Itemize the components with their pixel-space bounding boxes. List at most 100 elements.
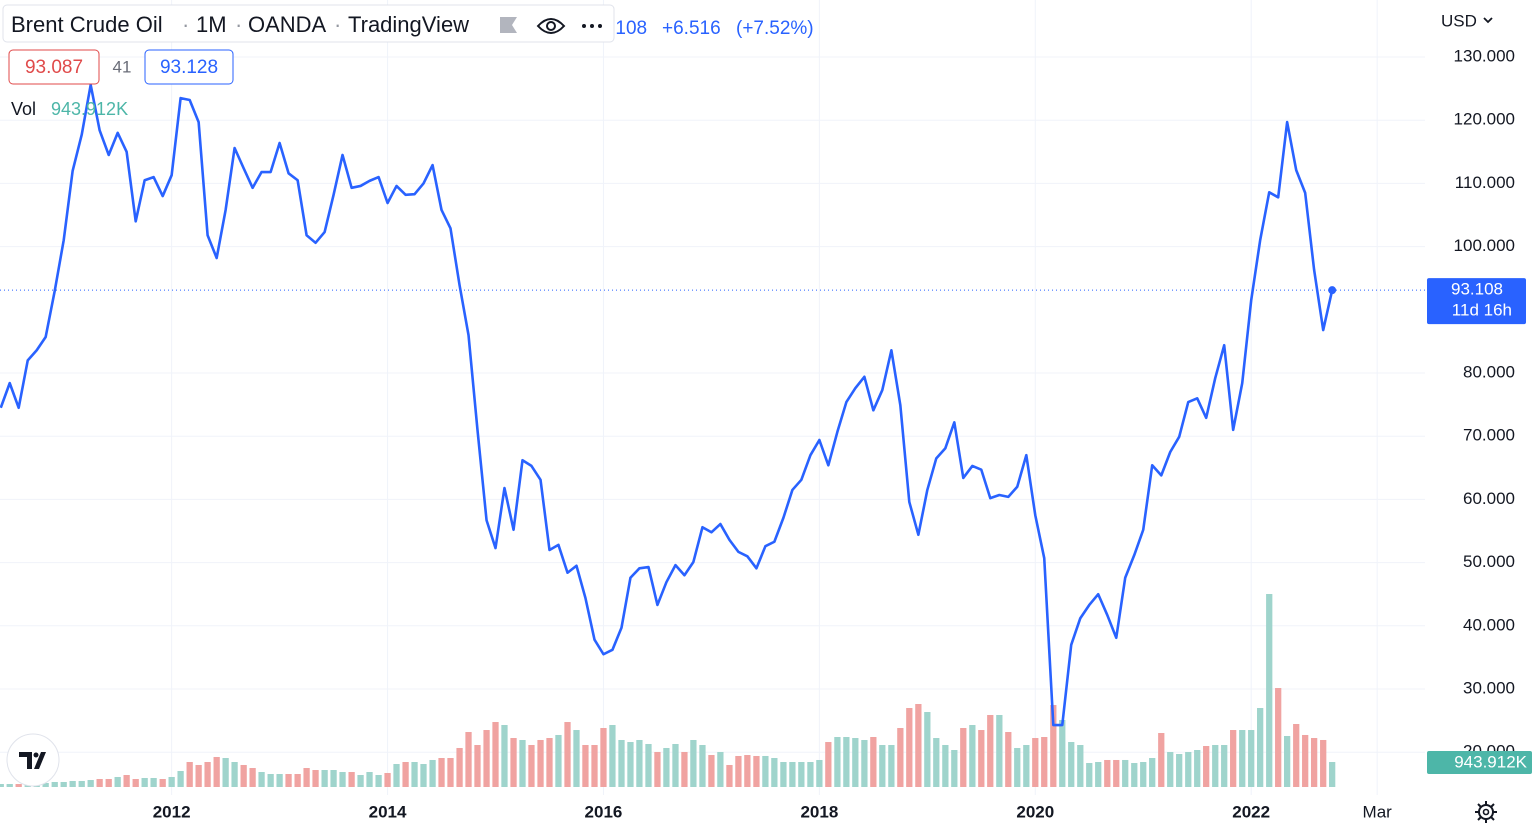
volume-tag-value: 943.912K bbox=[1454, 752, 1527, 771]
y-tick-label: 120.000 bbox=[1454, 110, 1515, 129]
ask-box[interactable] bbox=[144, 49, 234, 85]
volume-bar bbox=[1176, 754, 1183, 787]
volume-bar bbox=[1194, 750, 1201, 787]
volume-bar bbox=[105, 779, 112, 787]
more-icon[interactable] bbox=[582, 24, 602, 28]
volume-bar bbox=[96, 779, 103, 787]
volume-bar bbox=[1320, 739, 1327, 787]
logo-dot bbox=[33, 752, 39, 758]
volume-bar bbox=[690, 739, 697, 787]
volume-pane bbox=[0, 594, 1336, 787]
volume-bar bbox=[537, 739, 544, 787]
change: +6.516 bbox=[662, 18, 721, 39]
volume-bar bbox=[267, 773, 274, 787]
volume-bar bbox=[573, 730, 580, 787]
platform: TradingView bbox=[348, 12, 469, 37]
volume-bar bbox=[528, 744, 535, 787]
volume-bar bbox=[258, 772, 265, 787]
volume-bar bbox=[753, 755, 760, 787]
volume-bar bbox=[897, 727, 904, 787]
volume-bar bbox=[285, 773, 292, 787]
price-axis bbox=[1425, 0, 1536, 795]
volume-bar bbox=[222, 758, 229, 787]
volume-bar bbox=[879, 744, 886, 787]
settings-icon[interactable] bbox=[1475, 801, 1497, 823]
volume-bar bbox=[564, 722, 571, 787]
volume-bar bbox=[1131, 763, 1138, 787]
volume-bar bbox=[969, 725, 976, 787]
volume-bar bbox=[627, 742, 634, 787]
volume-bar bbox=[834, 737, 841, 787]
volume-bar bbox=[519, 739, 526, 787]
volume-bar bbox=[717, 751, 724, 787]
volume-bar bbox=[1122, 759, 1129, 787]
volume-bar bbox=[1266, 594, 1273, 787]
volume-bar bbox=[15, 784, 22, 787]
volume-bar bbox=[987, 714, 994, 787]
volume-bar bbox=[861, 739, 868, 787]
x-tick-label: 2020 bbox=[1016, 802, 1054, 821]
x-tick-label: 2018 bbox=[800, 802, 838, 821]
volume-bar bbox=[429, 759, 436, 787]
x-tick-label: 2012 bbox=[153, 802, 191, 821]
logo[interactable] bbox=[6, 733, 60, 787]
volume-bar bbox=[321, 769, 328, 787]
volume-bar bbox=[231, 762, 238, 787]
volume-bar bbox=[699, 744, 706, 787]
volume-bar bbox=[276, 773, 283, 787]
time-axis bbox=[0, 795, 1536, 826]
volume-bar bbox=[0, 784, 4, 787]
last-price-dot bbox=[1328, 286, 1337, 295]
volume-bar bbox=[330, 769, 337, 787]
volume-bar bbox=[996, 714, 1003, 787]
volume-bar bbox=[924, 712, 931, 787]
grid bbox=[0, 0, 1425, 795]
currency[interactable]: USD bbox=[1441, 11, 1477, 30]
volume-bar bbox=[132, 779, 139, 787]
flag-icon[interactable] bbox=[500, 17, 517, 33]
volume-bar bbox=[1230, 730, 1237, 787]
volume-bar bbox=[348, 772, 355, 787]
volume-bar bbox=[789, 762, 796, 787]
bid-box[interactable] bbox=[8, 49, 100, 85]
volume-bar bbox=[474, 744, 481, 787]
volume-bar bbox=[1167, 751, 1174, 787]
dot bbox=[590, 24, 594, 28]
interval[interactable]: 1M bbox=[196, 12, 227, 37]
volume-bar bbox=[609, 725, 616, 787]
volume-bar bbox=[951, 750, 958, 787]
volume-bar bbox=[1068, 742, 1075, 787]
volume-bar bbox=[1050, 705, 1057, 787]
y-tick-label: 40.000 bbox=[1463, 615, 1515, 634]
symbol-title[interactable]: Brent Crude Oil bbox=[11, 12, 163, 37]
volume-bar bbox=[357, 775, 364, 787]
volume-bar bbox=[1310, 738, 1318, 787]
volume-bar bbox=[420, 764, 427, 787]
price-line bbox=[0, 83, 1334, 727]
volume-bar bbox=[825, 742, 832, 787]
volume-bar bbox=[1014, 747, 1021, 787]
y-tick-label: 100.000 bbox=[1454, 236, 1515, 255]
volume-bar bbox=[1239, 730, 1246, 787]
volume-bar bbox=[375, 775, 382, 787]
volume-bar bbox=[591, 744, 598, 787]
volume-bar bbox=[402, 762, 409, 787]
volume-bar bbox=[51, 781, 58, 787]
eye-icon[interactable] bbox=[536, 18, 566, 34]
volume-bar bbox=[1005, 731, 1012, 787]
volume-bar bbox=[141, 777, 148, 787]
volume-tag bbox=[1427, 751, 1532, 774]
volume-bar bbox=[744, 755, 751, 787]
eye-pupil bbox=[546, 21, 556, 31]
y-tick-label: 110.000 bbox=[1455, 173, 1515, 192]
volume-bar bbox=[159, 779, 166, 787]
dot bbox=[598, 24, 602, 28]
volume-bar bbox=[960, 727, 967, 787]
volume-bar bbox=[384, 772, 391, 787]
volume-bar bbox=[1275, 688, 1282, 787]
volume-bar bbox=[942, 744, 949, 787]
y-tick-label: 80.000 bbox=[1463, 362, 1515, 381]
volume-bar bbox=[447, 758, 454, 787]
volume-bar bbox=[213, 756, 220, 787]
